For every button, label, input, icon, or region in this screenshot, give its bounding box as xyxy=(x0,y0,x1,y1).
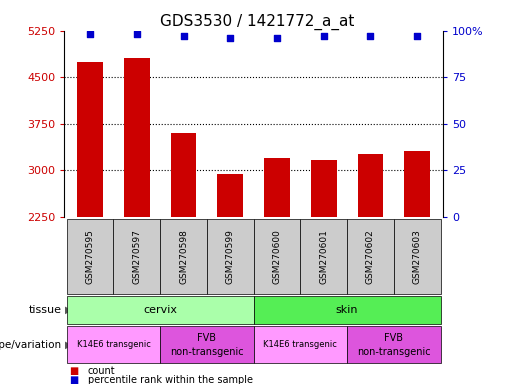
Bar xyxy=(124,58,150,217)
Text: ▶: ▶ xyxy=(65,339,73,350)
Bar xyxy=(311,160,337,217)
Text: ▶: ▶ xyxy=(65,305,73,315)
Point xyxy=(226,35,234,41)
Point xyxy=(413,33,421,40)
Text: tissue: tissue xyxy=(29,305,62,315)
Text: count: count xyxy=(88,366,115,376)
Text: FVB: FVB xyxy=(197,333,216,343)
Text: GSM270602: GSM270602 xyxy=(366,229,375,284)
Text: GSM270603: GSM270603 xyxy=(413,229,422,284)
Bar xyxy=(404,151,430,217)
Text: GDS3530 / 1421772_a_at: GDS3530 / 1421772_a_at xyxy=(160,13,355,30)
Point xyxy=(86,31,94,38)
Text: K14E6 transgenic: K14E6 transgenic xyxy=(264,340,337,349)
Text: GSM270601: GSM270601 xyxy=(319,229,328,284)
Text: GSM270598: GSM270598 xyxy=(179,229,188,284)
Point xyxy=(179,33,187,40)
Text: GSM270597: GSM270597 xyxy=(132,229,141,284)
Text: skin: skin xyxy=(336,305,358,315)
Text: ■: ■ xyxy=(70,366,79,376)
Bar xyxy=(77,62,103,217)
Bar xyxy=(170,133,196,217)
Text: non-transgenic: non-transgenic xyxy=(357,346,431,357)
Text: GSM270595: GSM270595 xyxy=(85,229,95,284)
Text: percentile rank within the sample: percentile rank within the sample xyxy=(88,375,252,384)
Point xyxy=(133,31,141,38)
Text: FVB: FVB xyxy=(384,333,403,343)
Text: non-transgenic: non-transgenic xyxy=(170,346,244,357)
Text: cervix: cervix xyxy=(143,305,177,315)
Bar xyxy=(217,174,243,217)
Text: genotype/variation: genotype/variation xyxy=(0,339,62,350)
Text: K14E6 transgenic: K14E6 transgenic xyxy=(77,340,150,349)
Bar xyxy=(357,154,383,217)
Point xyxy=(366,33,374,40)
Point xyxy=(273,35,281,41)
Text: ■: ■ xyxy=(70,375,79,384)
Text: GSM270599: GSM270599 xyxy=(226,229,235,284)
Point xyxy=(320,33,328,40)
Text: GSM270600: GSM270600 xyxy=(272,229,282,284)
Bar xyxy=(264,158,290,217)
